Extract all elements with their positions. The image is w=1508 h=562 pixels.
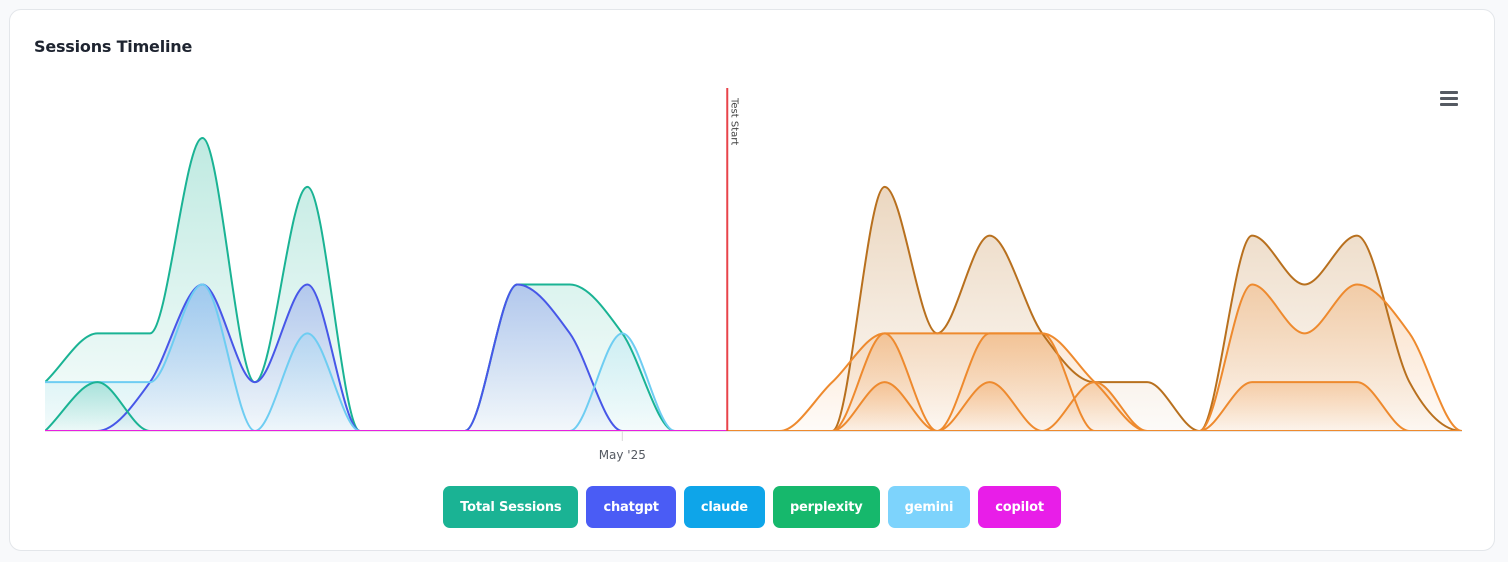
chart-legend: Total Sessions chatgpt claude perplexity… bbox=[10, 486, 1494, 528]
test-start-annotation: Test Start bbox=[726, 88, 739, 431]
card-title: Sessions Timeline bbox=[34, 37, 193, 56]
series-areas bbox=[45, 138, 1462, 431]
legend-chatgpt[interactable]: chatgpt bbox=[586, 486, 676, 528]
legend-claude[interactable]: claude bbox=[683, 486, 765, 528]
legend-total-sessions[interactable]: Total Sessions bbox=[443, 486, 579, 528]
line-claude[interactable] bbox=[45, 283, 728, 432]
area-claude bbox=[45, 284, 728, 431]
test-start-label: Test Start bbox=[728, 97, 739, 145]
hamburger-menu-icon[interactable] bbox=[1440, 91, 1458, 107]
sessions-timeline-card: Sessions Timeline May '25 Test Start Tot… bbox=[9, 9, 1495, 551]
legend-gemini[interactable]: gemini bbox=[887, 486, 971, 528]
x-tick-label: May '25 bbox=[599, 448, 646, 462]
line-Total Sessions[interactable] bbox=[45, 136, 728, 432]
line-chatgpt[interactable] bbox=[45, 283, 728, 432]
legend-perplexity[interactable]: perplexity bbox=[772, 486, 880, 528]
sessions-area-chart: May '25 Test Start bbox=[45, 88, 1496, 462]
legend-copilot[interactable]: copilot bbox=[978, 486, 1061, 528]
x-axis: May '25 bbox=[45, 431, 1462, 462]
line-post_total[interactable] bbox=[727, 185, 1496, 432]
line-post_b[interactable] bbox=[727, 381, 1462, 432]
